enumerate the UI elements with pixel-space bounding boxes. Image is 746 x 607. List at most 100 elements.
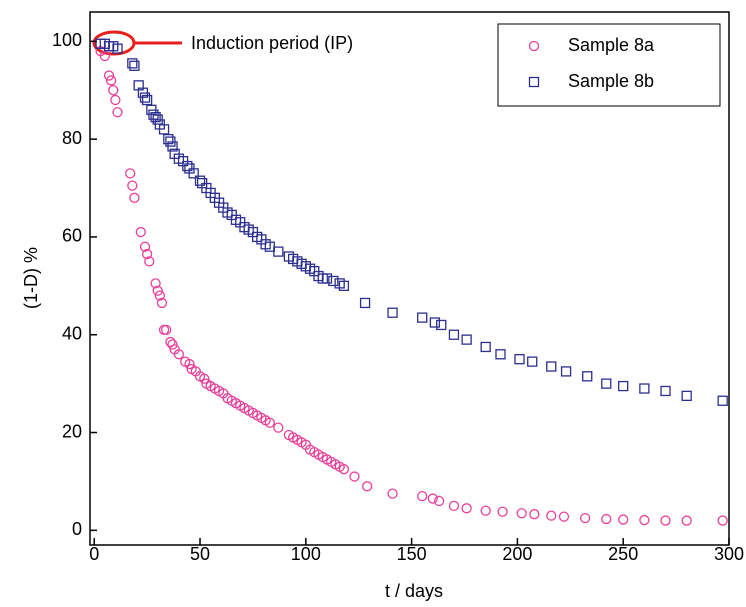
data-point: [112, 107, 123, 118]
y-tick-label: 0: [72, 519, 82, 539]
data-point: [156, 297, 168, 309]
legend-label: Sample 8b: [568, 71, 654, 91]
data-point: [264, 417, 276, 428]
data-point: [127, 180, 138, 191]
data-point: [154, 290, 165, 301]
data-point: [362, 481, 373, 492]
data-point: [129, 192, 140, 203]
y-tick-label: 20: [62, 421, 82, 441]
data-point: [417, 490, 428, 502]
data-point: [516, 508, 527, 519]
data-point: [558, 511, 570, 522]
data-point: [601, 513, 612, 525]
data-point: [194, 175, 206, 186]
data-point: [417, 312, 428, 323]
data-point: [427, 493, 438, 504]
data-point: [106, 75, 117, 86]
data-point: [321, 273, 333, 284]
data-point: [338, 280, 350, 291]
data-point: [141, 94, 153, 106]
data-point: [639, 514, 650, 526]
data-point: [461, 334, 472, 345]
y-tick-label: 80: [62, 128, 82, 148]
data-point: [99, 50, 110, 62]
data-point: [560, 366, 572, 377]
data-point: [618, 380, 629, 392]
data-point: [579, 512, 591, 524]
data-point: [660, 515, 671, 526]
data-point: [139, 241, 151, 252]
data-point: [436, 319, 447, 331]
data-point: [480, 341, 491, 353]
data-point: [273, 422, 284, 433]
plot-frame: [89, 11, 730, 546]
data-point: [112, 43, 123, 54]
legend-marker: [528, 76, 540, 88]
y-tick-label: 40: [62, 323, 82, 343]
data-point: [182, 160, 193, 172]
data-point: [681, 515, 692, 526]
data-point: [141, 248, 153, 260]
data-point: [167, 339, 178, 350]
data-point: [152, 285, 163, 296]
data-point: [139, 92, 151, 103]
data-point: [480, 505, 491, 516]
y-tick-label: 100: [52, 30, 82, 50]
data-point: [135, 226, 146, 238]
x-tick-label: 0: [89, 544, 99, 564]
data-point: [529, 509, 540, 520]
data-point: [387, 488, 398, 499]
data-point: [173, 349, 185, 360]
y-axis-label: (1-D) %: [21, 247, 41, 309]
data-point: [103, 70, 115, 81]
annotation: Induction period (IP): [191, 33, 353, 53]
data-point: [681, 390, 692, 402]
x-tick-label: 100: [291, 544, 321, 564]
data-point: [495, 349, 506, 360]
data-point: [338, 464, 350, 475]
data-point: [108, 85, 119, 96]
x-tick-label: 200: [502, 544, 532, 564]
y-tick-label: 60: [62, 226, 82, 246]
data-point: [546, 361, 557, 372]
data-point: [461, 503, 472, 514]
data-point: [158, 124, 170, 135]
data-point: [150, 278, 161, 289]
data-point: [387, 307, 398, 318]
data-point: [199, 373, 210, 384]
data-point: [497, 506, 508, 517]
data-point: [527, 356, 538, 367]
x-tick-label: 250: [608, 544, 638, 564]
data-point: [618, 514, 629, 525]
data-point: [433, 495, 445, 507]
data-point: [273, 246, 284, 257]
data-point: [359, 297, 371, 309]
data-point: [129, 60, 140, 71]
data-point: [514, 354, 525, 365]
data-point: [448, 329, 460, 340]
data-point: [125, 168, 136, 179]
data-point: [158, 324, 170, 335]
data-point: [717, 515, 728, 526]
data-point: [717, 395, 728, 406]
x-tick-label: 50: [190, 544, 210, 564]
data-point: [188, 168, 199, 179]
x-tick-label: 150: [397, 544, 427, 564]
data-point: [127, 58, 138, 69]
data-point: [660, 385, 671, 397]
data-point: [546, 510, 557, 521]
x-tick-label: 300: [714, 544, 744, 564]
legend-marker: [528, 40, 540, 52]
data-point: [144, 256, 155, 267]
data-point: [582, 371, 593, 382]
data-point: [349, 471, 360, 482]
data-point: [184, 358, 195, 370]
data-point: [448, 500, 460, 512]
data-point: [161, 324, 172, 335]
legend-label: Sample 8a: [568, 35, 655, 55]
data-point: [429, 317, 441, 328]
data-point: [110, 94, 121, 106]
data-point: [639, 383, 650, 394]
x-axis-label: t / days: [385, 581, 443, 601]
